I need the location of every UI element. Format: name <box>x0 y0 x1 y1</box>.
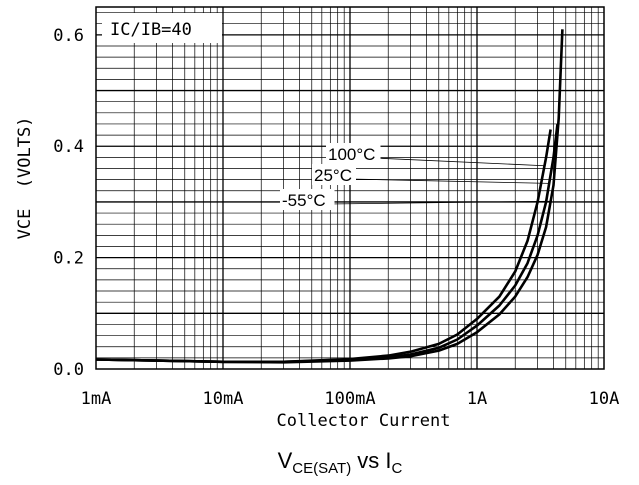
y-tick-label: 0.6 <box>53 26 84 46</box>
series-label: 100°C <box>328 145 375 164</box>
series-label: -55°C <box>282 191 326 210</box>
x-axis-title: Collector Current <box>277 411 451 431</box>
x-tick-labels: 1mA 10mA 100mA 1A 10A <box>81 389 620 409</box>
y-tick-label: 0.0 <box>53 360 84 380</box>
series-label-leaders <box>328 157 551 205</box>
x-tick-label: 100mA <box>324 389 375 409</box>
y-tick-label: 0.4 <box>53 137 84 157</box>
plot-frame <box>95 6 605 370</box>
y-tick-label: 0.2 <box>53 249 84 269</box>
x-tick-label: 1A <box>467 389 487 409</box>
series-line <box>95 29 564 364</box>
series-label: 25°C <box>314 166 352 185</box>
series-label-leader <box>374 157 545 167</box>
series-label-bg <box>326 143 381 164</box>
series-label-leader <box>349 178 550 184</box>
series-layer <box>95 29 564 364</box>
y-tick-labels: 0.0 0.2 0.4 0.6 <box>53 26 84 380</box>
x-tick-label: 10mA <box>203 389 244 409</box>
series-labels: 100°C 25°C -55°C <box>280 143 381 210</box>
x-tick-label: 10A <box>589 389 620 409</box>
x-tick-label: 1mA <box>81 389 112 409</box>
series-label-leader <box>328 200 551 205</box>
series-label-bg <box>312 164 356 185</box>
y-axis-title: VCE (VOLTS) <box>15 117 35 240</box>
series-label-bg <box>280 189 335 210</box>
chart-caption: VCE(SAT) vs IC <box>278 448 403 477</box>
ic-ib-annotation: IC/IB=40 <box>110 20 192 40</box>
annotation-box: IC/IB=40 <box>102 13 222 43</box>
